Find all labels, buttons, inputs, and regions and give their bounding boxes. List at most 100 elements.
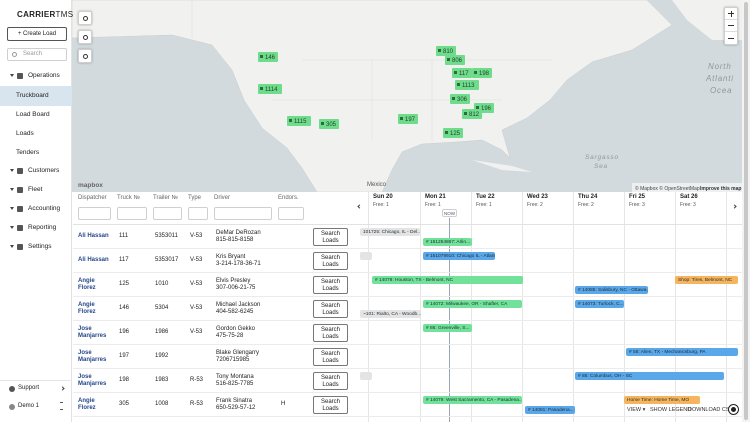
truck: 197: [119, 353, 130, 359]
bar-label: # 14079: West Sacramento, CA - Pasadena.…: [426, 397, 522, 403]
footer-legend[interactable]: SHOW LEGEND: [650, 407, 692, 413]
attribution: © Mapbox © OpenStreetMap: [635, 185, 700, 192]
column-filter[interactable]: [153, 207, 182, 220]
type: V-53: [190, 257, 203, 263]
map-marker: [319, 119, 339, 129]
column-filter[interactable]: [214, 207, 272, 220]
map-tool-icon: [83, 16, 88, 21]
search-loads-button[interactable]: Search Loads: [313, 324, 348, 342]
create-load-button[interactable]: + Create Load: [7, 27, 67, 41]
zoom-control: [724, 7, 738, 45]
column-filter[interactable]: [78, 207, 111, 220]
support-icon: [9, 386, 15, 392]
schedule-bar[interactable]: Shop: Tires, Belmont, NC: [675, 276, 738, 284]
day-name: Thu 24: [578, 194, 598, 200]
search-input[interactable]: Search: [7, 48, 67, 61]
schedule-bar[interactable]: [360, 252, 372, 260]
column-header: Driver: [214, 195, 230, 201]
schedule-bar[interactable]: # 14079: West Sacramento, CA - Pasadena.…: [423, 396, 522, 404]
account[interactable]: Demo 1: [18, 403, 40, 409]
footer-csv[interactable]: DOWNLOAD CSV: [688, 407, 734, 413]
marker-label: 812: [469, 112, 480, 118]
footer-view[interactable]: VIEW ▾: [627, 407, 646, 413]
dispatcher[interactable]: Angie Florez: [78, 398, 96, 411]
driver: Michael Jackson: [216, 302, 261, 308]
marker-label: 125: [450, 131, 461, 137]
schedule-bar[interactable]: # 14078: Houston, TX - Belmont, NC: [372, 276, 523, 284]
driver: Blake Glengarry: [216, 350, 260, 356]
search-loads-button[interactable]: Search Loads: [313, 276, 348, 294]
schedule-bar[interactable]: # 86: Greenville, S...: [423, 324, 472, 332]
zoom-button[interactable]: [725, 20, 737, 32]
column-header: Type: [188, 195, 202, 201]
dispatcher[interactable]: Jose Manjarres: [78, 350, 107, 363]
schedule-bar[interactable]: # 14081: Pasadena...: [525, 406, 575, 414]
search-loads-button[interactable]: Search Loads: [313, 348, 348, 366]
marker-flag: [321, 122, 324, 125]
dispatcher[interactable]: Ali Hassan: [78, 233, 109, 239]
map-tool-button[interactable]: [78, 11, 92, 25]
search-loads-button[interactable]: Search Loads: [313, 300, 348, 318]
nav-item[interactable]: Load Board: [16, 111, 50, 118]
zoom-button[interactable]: [725, 8, 737, 20]
day-gridline: [420, 192, 421, 422]
schedule-bar[interactable]: # 14073: Turlock, C...: [575, 300, 624, 308]
bar-label: # 85: Columbus, OH - SC: [578, 373, 633, 379]
row-line: [73, 392, 742, 393]
phone: 7206715985: [216, 357, 250, 363]
dispatcher[interactable]: Ali Hassan: [78, 257, 109, 263]
nav-item[interactable]: Accounting: [28, 205, 61, 212]
schedule-bar[interactable]: # 58: Alien, TX - Mechanicsburg, PA: [626, 348, 738, 356]
schedule-bar[interactable]: # 14085: Salisbury, NC - Ottawa, TX: [575, 286, 648, 294]
support[interactable]: Support: [18, 385, 40, 391]
nav-item[interactable]: Settings: [28, 243, 52, 250]
column-filter[interactable]: [188, 207, 208, 220]
marker-flag: [464, 112, 467, 115]
schedule-bar[interactable]: # 85: Columbus, OH - SC: [575, 372, 724, 380]
schedule-bar[interactable]: ~101: Rialto, CA - Woodb...: [360, 310, 421, 318]
nav-item[interactable]: Operations: [28, 72, 60, 79]
schedule-bar[interactable]: Home Time: Home Time, MO: [624, 396, 700, 404]
zoom-glyph: [728, 38, 734, 39]
day-name: Tue 22: [476, 194, 495, 200]
search-loads-button[interactable]: Search Loads: [313, 372, 348, 390]
nav-icon: [17, 244, 23, 250]
nav-item[interactable]: Fleet: [28, 186, 43, 193]
dispatcher[interactable]: Jose Manjarres: [78, 374, 107, 387]
column-filter[interactable]: [278, 207, 304, 220]
schedule-bar[interactable]: # 151079910: Chicago IL - Atlanta, GA: [423, 252, 495, 260]
day-name: Sun 20: [373, 194, 393, 200]
schedule-bar[interactable]: [360, 372, 372, 380]
dispatcher[interactable]: Angie Florez: [78, 302, 96, 315]
nav-item[interactable]: Reporting: [28, 224, 57, 231]
map-tool-button[interactable]: [78, 30, 92, 44]
column-filter[interactable]: [117, 207, 147, 220]
marker-flag: [445, 131, 448, 134]
type: R-53: [190, 401, 204, 407]
zoom-button[interactable]: [725, 33, 737, 45]
search-loads-button[interactable]: Search Loads: [313, 252, 348, 270]
bar-label: 101725: Chicago, IL - Del...: [363, 229, 420, 235]
sidebar: [0, 0, 72, 422]
schedule-bar[interactable]: # 151254867: Arlin...: [423, 238, 472, 246]
schedule-bar[interactable]: # 14072: Milwaukee, OR - Shafter, CA: [423, 300, 522, 308]
settings-gear[interactable]: [729, 405, 738, 414]
nav-item[interactable]: Truckboard: [16, 92, 49, 99]
nav-item[interactable]: Loads: [16, 130, 34, 137]
marker-flag: [457, 83, 460, 86]
nav-icon: [17, 206, 23, 212]
row-line: [73, 368, 742, 369]
nav-active-bg: [0, 86, 72, 106]
map-tool-button[interactable]: [78, 49, 92, 63]
dispatcher[interactable]: Angie Florez: [78, 278, 96, 291]
search-loads-button[interactable]: Search Loads: [313, 396, 348, 414]
phone: 307-006-21-75: [216, 285, 256, 291]
map-label: North: [708, 62, 732, 71]
search-loads-button[interactable]: Search Loads: [313, 228, 348, 246]
schedule-bar[interactable]: 101725: Chicago, IL - Del...: [360, 228, 420, 236]
nav-item[interactable]: Tenders: [16, 149, 40, 156]
day-free: Free: 2: [527, 202, 543, 208]
dispatcher[interactable]: Jose Manjarres: [78, 326, 107, 339]
nav-caret: [10, 169, 14, 172]
nav-item[interactable]: Customers: [28, 167, 60, 174]
